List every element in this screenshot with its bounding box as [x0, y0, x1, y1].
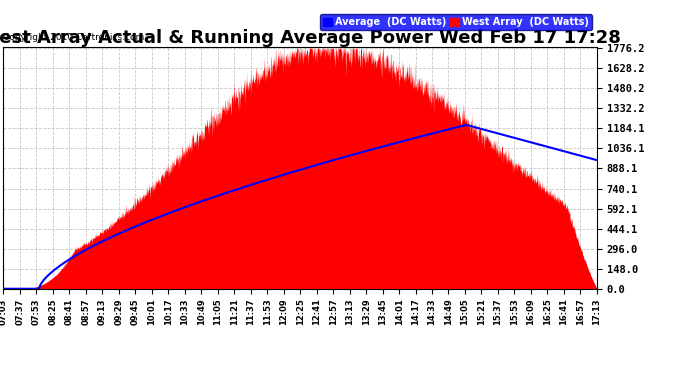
Text: Copyright 2010 Cartronics.com: Copyright 2010 Cartronics.com [3, 33, 145, 42]
Legend: Average  (DC Watts), West Array  (DC Watts): Average (DC Watts), West Array (DC Watts… [319, 14, 592, 30]
Title: West Array Actual & Running Average Power Wed Feb 17 17:28: West Array Actual & Running Average Powe… [0, 29, 620, 47]
